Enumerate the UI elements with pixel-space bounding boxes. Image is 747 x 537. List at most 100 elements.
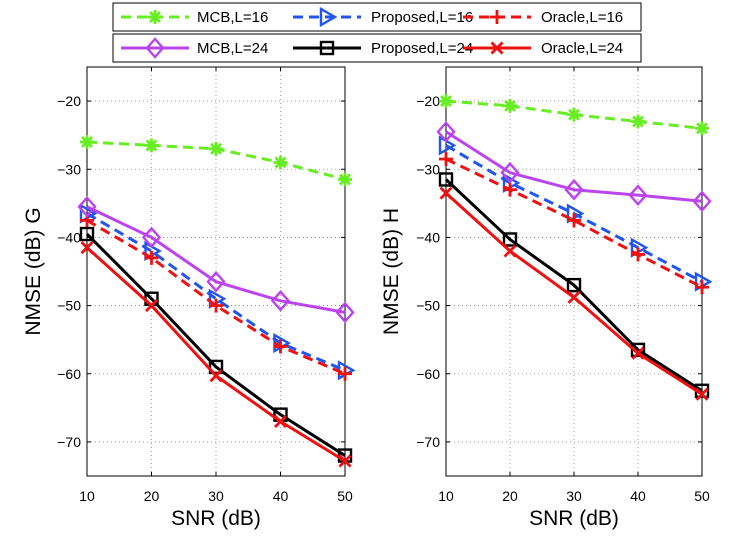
x-tick-label: 30 <box>566 488 582 504</box>
data-point <box>567 290 581 304</box>
legend-item-oracle-l-24: Oracle,L=24 <box>463 40 623 57</box>
x-tick-label: 30 <box>208 488 224 504</box>
x-axis-label: SNR (dB) <box>529 507 619 530</box>
data-point <box>503 98 517 113</box>
legend-label: MCB,L=24 <box>197 40 268 57</box>
legend-marker <box>319 6 338 28</box>
legend-item-proposed-l-16: Proposed,L=16 <box>293 6 473 28</box>
data-point <box>692 190 712 213</box>
legend-label: Oracle,L=24 <box>541 40 623 57</box>
legend-marker <box>319 40 335 56</box>
x-axis-label: SNR (dB) <box>171 507 261 530</box>
x-tick-label: 40 <box>630 488 646 504</box>
data-point <box>567 213 581 228</box>
x-tick-label: 10 <box>438 488 454 504</box>
legend-item-oracle-l-16: Oracle,L=16 <box>463 9 623 26</box>
legend-label: MCB,L=16 <box>197 9 268 26</box>
y-tick-label: −20 <box>57 93 81 109</box>
data-point <box>144 138 159 153</box>
y-tick-label: −70 <box>416 434 440 450</box>
legend-label: Oracle,L=16 <box>541 9 623 26</box>
series-mcb-l-16 <box>439 94 709 136</box>
legend: MCB,L=16 Proposed,L=16 Oracle,L=16 MCB,L=24… <box>112 2 642 63</box>
data-point <box>695 280 709 295</box>
legend-marker <box>490 10 504 24</box>
y-tick-label: −60 <box>416 366 440 382</box>
plot-panel-1: 10 20 30 40 50 −70 −60 −50 −40 −30 −20 SNR (dB) NMSE… <box>22 66 356 530</box>
y-tick-label: −40 <box>57 229 81 245</box>
series-proposed-l-24 <box>79 226 353 463</box>
data-point <box>695 387 709 401</box>
series-mcb-l-24 <box>436 120 712 213</box>
y-tick-label: −30 <box>57 161 81 177</box>
legend-item-proposed-l-24: Proposed,L=24 <box>293 40 473 57</box>
series-line <box>444 178 703 393</box>
x-tick-label: 20 <box>502 488 518 504</box>
y-tick-label: −40 <box>416 229 440 245</box>
series-oracle-l-16 <box>80 213 352 381</box>
data-point <box>338 454 352 468</box>
data-point <box>439 152 453 167</box>
data-point <box>631 114 645 129</box>
data-point <box>273 155 288 170</box>
x-tick-label: 50 <box>694 488 710 504</box>
y-tick-label: −70 <box>57 434 81 450</box>
series-line <box>86 212 346 372</box>
x-tick-label: 50 <box>337 488 353 504</box>
legend-item-mcb-l-16: MCB,L=16 <box>121 9 268 26</box>
data-point <box>439 186 453 200</box>
x-tick-label: 20 <box>144 488 160 504</box>
data-point <box>273 339 288 354</box>
data-point <box>208 359 224 375</box>
data-point <box>270 290 291 312</box>
data-point <box>209 369 223 383</box>
data-point <box>141 226 162 249</box>
data-point <box>338 366 352 381</box>
series-mcb-l-24 <box>77 195 355 324</box>
legend-marker <box>145 37 165 59</box>
data-point <box>77 195 97 218</box>
legend-label: Proposed,L=16 <box>371 9 473 26</box>
data-point <box>145 299 158 313</box>
data-point <box>274 414 287 428</box>
series-oracle-l-16 <box>439 152 709 295</box>
data-point <box>80 241 94 255</box>
data-point <box>206 270 226 293</box>
data-point <box>567 107 581 122</box>
legend-label: Proposed,L=24 <box>371 40 473 57</box>
data-point <box>502 232 518 247</box>
y-tick-label: −20 <box>416 93 440 109</box>
y-tick-label: −60 <box>57 366 81 382</box>
data-point <box>564 178 584 201</box>
data-point <box>566 277 582 293</box>
legend-marker <box>148 10 162 24</box>
y-tick-label: −30 <box>416 161 440 177</box>
data-point <box>209 298 223 313</box>
data-point <box>628 184 648 206</box>
series-proposed-l-24 <box>438 172 710 398</box>
data-point <box>338 172 352 187</box>
series-line <box>86 205 346 314</box>
data-point <box>439 94 453 109</box>
data-point <box>209 141 223 156</box>
data-point <box>631 346 645 360</box>
plot-panel-2: 10 20 30 40 50 −70 −60 −50 −40 −30 −20 SNR (dB) NMSE… <box>380 66 713 530</box>
series-oracle-l-24 <box>80 241 352 468</box>
data-point <box>500 161 520 184</box>
y-axis-label: NMSE (dB) H <box>380 208 403 335</box>
series-mcb-l-16 <box>80 134 352 187</box>
data-point <box>436 120 456 143</box>
series-line <box>445 130 703 203</box>
data-point <box>80 134 94 149</box>
data-point <box>144 250 159 265</box>
x-tick-label: 40 <box>273 488 289 504</box>
data-point <box>438 172 454 187</box>
legend-box <box>112 33 642 63</box>
legend-item-mcb-l-24: MCB,L=24 <box>121 37 268 59</box>
data-point <box>631 247 645 262</box>
series-line <box>85 232 346 457</box>
x-tick-label: 10 <box>79 488 95 504</box>
data-point <box>503 182 517 197</box>
y-tick-label: −50 <box>416 298 440 314</box>
